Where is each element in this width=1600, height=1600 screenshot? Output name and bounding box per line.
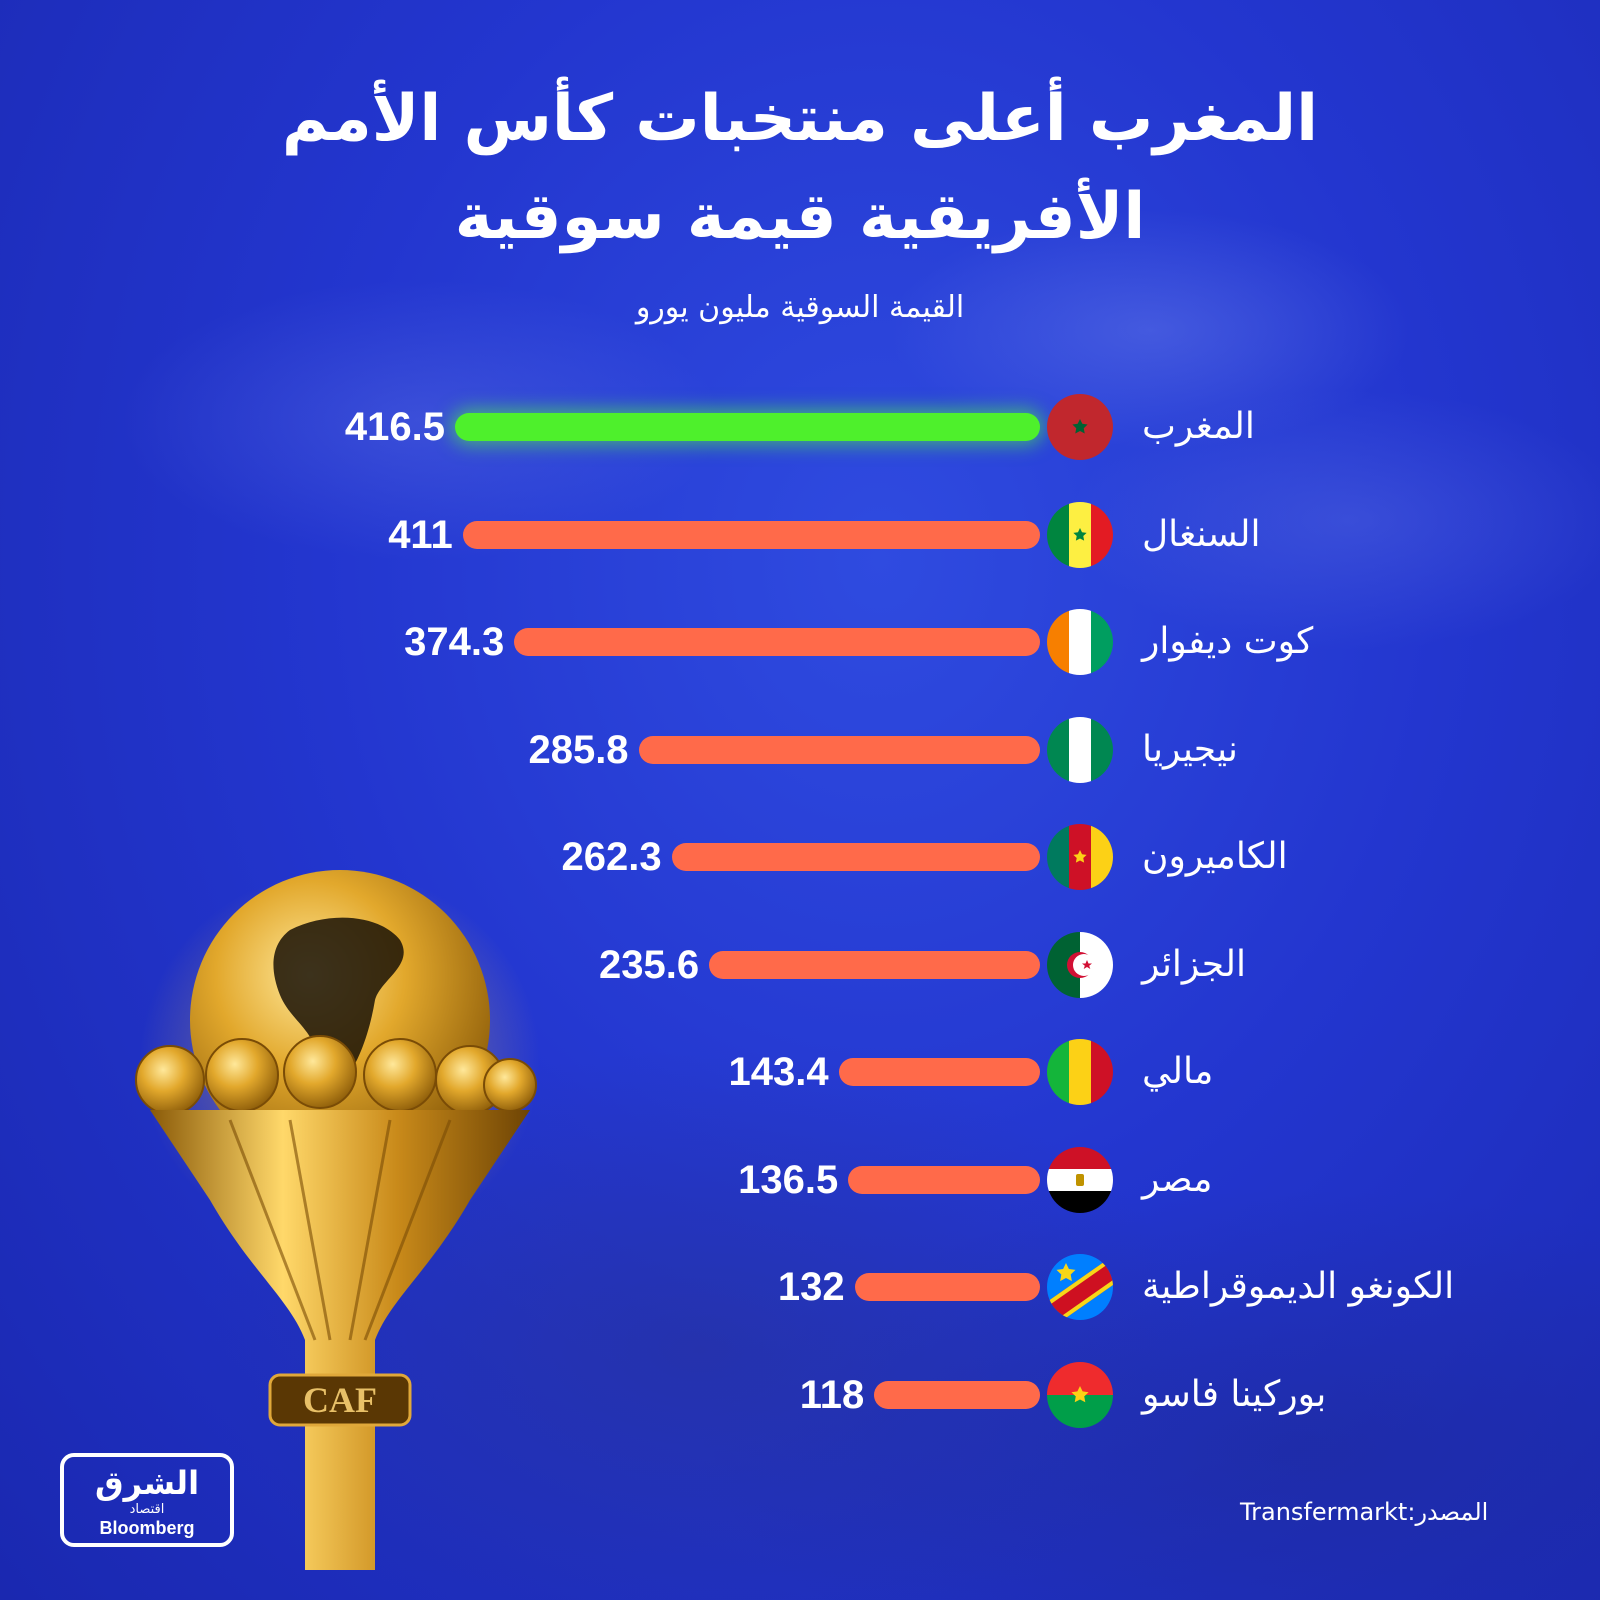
bar (455, 413, 1040, 441)
bar (848, 1165, 1040, 1194)
value-label: 118 (799, 1372, 865, 1417)
value-label: 136.5 (738, 1157, 839, 1202)
logo-main-text: الشرق (94, 1464, 200, 1502)
category-label: كوت ديفوار (1142, 621, 1314, 662)
bar (462, 520, 1040, 549)
chart-row: الكونغو الديموقراطية 132 (0, 1252, 1600, 1322)
chart-row: المغرب 416.5 (0, 392, 1600, 462)
chart-row: نيجيريا 285.8 (0, 715, 1600, 785)
logo-partner-text: Bloomberg (99, 1518, 195, 1538)
category-label: المغرب (1142, 406, 1255, 447)
chart-subtitle: القيمة السوقية مليون يورو (635, 290, 965, 325)
bar (874, 1380, 1040, 1409)
value-label: 262.3 (561, 835, 662, 879)
chart-row: مصر 136.5 (0, 1145, 1600, 1215)
cameroon-flag-icon (1047, 824, 1113, 890)
mali-flag-icon (1047, 1039, 1113, 1105)
bar (854, 1273, 1040, 1301)
chart-row: بوركينا فاسو 118 (0, 1360, 1600, 1430)
category-label: السنغال (1142, 513, 1261, 555)
category-label: مالي (1142, 1051, 1214, 1092)
chart-row: كوت ديفوار 374.3 (0, 607, 1600, 677)
bar (514, 628, 1040, 656)
bar (838, 1058, 1040, 1086)
value-label: 285.8 (528, 727, 629, 772)
ivory-coast-flag-icon (1047, 609, 1113, 675)
category-label: الكونغو الديموقراطية (1142, 1266, 1455, 1307)
burkina-faso-flag-icon (1047, 1361, 1113, 1428)
value-label: 143.4 (728, 1050, 829, 1094)
chart-row: الجزائر 235.6 (0, 930, 1600, 1000)
dr-congo-flag-icon (1047, 1254, 1113, 1320)
value-label: 416.5 (344, 405, 445, 449)
senegal-flag-icon (1047, 501, 1113, 568)
chart-row: السنغال 411 (0, 500, 1600, 570)
bar (709, 950, 1040, 979)
chart-title: المغرب أعلى منتخبات كأس الأمم الأفريقية … (281, 82, 1319, 254)
trophy-image: CAF (135, 870, 540, 1570)
source-note: Transfermarkt:المصدر (1240, 1498, 1489, 1526)
chart-row: مالي 143.4 (0, 1037, 1600, 1107)
value-label: 132 (777, 1265, 845, 1309)
trophy-caf-text: CAF (303, 1380, 377, 1420)
bar (671, 843, 1040, 871)
category-label: نيجيريا (1142, 728, 1238, 770)
egypt-flag-icon (1047, 1146, 1113, 1213)
chart-row: الكاميرون 262.3 (0, 822, 1600, 892)
morocco-flag-icon (1047, 394, 1113, 460)
category-label: بوركينا فاسو (1142, 1373, 1327, 1415)
category-label: الجزائر (1142, 943, 1246, 985)
asharq-bloomberg-logo: الشرق اقتصاد Bloomberg (60, 1453, 234, 1547)
value-label: 374.3 (404, 620, 505, 664)
algeria-flag-icon (1047, 931, 1113, 998)
value-label: 411 (388, 512, 453, 557)
bar (638, 735, 1040, 764)
category-label: مصر (1142, 1158, 1213, 1200)
category-label: الكاميرون (1142, 836, 1288, 877)
value-label: 235.6 (598, 942, 700, 987)
nigeria-flag-icon (1047, 716, 1113, 783)
logo-sub-text: اقتصاد (129, 1502, 165, 1517)
